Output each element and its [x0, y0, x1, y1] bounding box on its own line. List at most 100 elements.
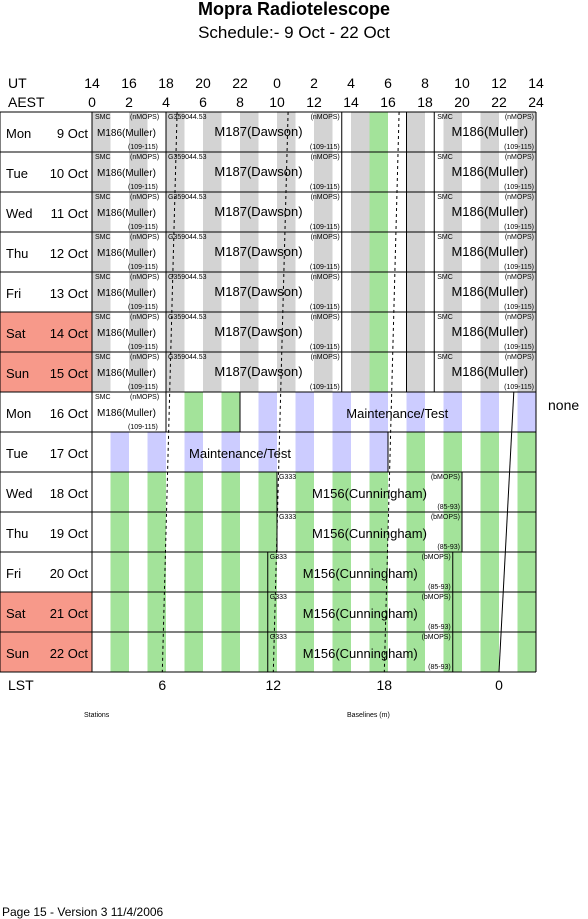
stripe-grey: [240, 152, 259, 192]
stripe-grey: [203, 112, 222, 152]
day-date: 12 Oct: [50, 246, 89, 261]
stripe-green: [517, 632, 536, 672]
stripe-green: [480, 472, 499, 512]
nmops-label: (nMOPS): [505, 354, 534, 361]
ut-tick: 2: [310, 75, 318, 91]
aest-tick: 10: [269, 94, 285, 110]
m186-block: M186(Muller): [97, 208, 156, 219]
stripe-grey: [351, 112, 370, 152]
stripe-grey: [517, 232, 536, 272]
stripe-green: [184, 632, 203, 672]
bmops-label: (bMOPS): [422, 594, 451, 601]
stripe-green: [443, 472, 462, 512]
weekend-cell: [0, 592, 92, 632]
weekend-cell: [0, 352, 92, 392]
ut-label: UT: [8, 75, 27, 91]
stripe-green: [221, 632, 240, 672]
stripe-grey: [443, 112, 462, 152]
stripe-green: [221, 592, 240, 632]
nmops-label: (nMOPS): [130, 154, 159, 161]
stripe-grey: [480, 192, 499, 232]
stripe-green: [369, 472, 388, 512]
stripe-green: [332, 512, 351, 552]
stripe-grey: [277, 272, 296, 312]
g-source-label: G359044.53: [168, 314, 207, 321]
range-label: (109-115): [310, 384, 340, 391]
ut-tick: 8: [421, 75, 429, 91]
stripe-green: [480, 512, 499, 552]
stripe-green: [184, 512, 203, 552]
stripe-blue: [295, 432, 314, 472]
stripe-grey: [443, 272, 462, 312]
stripe-grey: [240, 192, 259, 232]
stripe-green: [147, 592, 166, 632]
range-label: (109-115): [504, 384, 534, 391]
nmops-label: (nMOPS): [130, 114, 159, 121]
nmops-label: (nMOPS): [505, 194, 534, 201]
m187-block: M187(Dawson): [214, 124, 302, 139]
m186-block: M186(Muller): [97, 128, 156, 139]
stripe-green: [443, 432, 462, 472]
stripe-green: [221, 552, 240, 592]
day-date: 19 Oct: [50, 526, 89, 541]
stripe-grey: [351, 352, 370, 392]
stripe-blue: [369, 392, 388, 432]
stripe-grey: [314, 192, 333, 232]
g-source-label: G359044.53: [168, 154, 207, 161]
m156-block: M156(Cunningham): [303, 646, 418, 661]
aest-tick: 20: [454, 94, 470, 110]
stripe-green: [295, 632, 314, 672]
stripe-blue: [221, 432, 240, 472]
aest-tick: 2: [125, 94, 133, 110]
stripe-grey: [351, 272, 370, 312]
stripe-grey: [314, 312, 333, 352]
day-name: Mon: [6, 406, 31, 421]
stripe-green: [258, 512, 277, 552]
stripe-grey: [277, 192, 296, 232]
day-date: 15 Oct: [50, 366, 89, 381]
bmops-label: (bMOPS): [431, 514, 460, 521]
stripe-grey: [351, 312, 370, 352]
stripe-green: [517, 432, 536, 472]
stripe-grey: [277, 352, 296, 392]
stripe-grey: [480, 272, 499, 312]
nmops-label: (nMOPS): [505, 154, 534, 161]
stripe-green: [147, 632, 166, 672]
day-name: Sat: [6, 606, 26, 621]
smc-label: SMC: [95, 154, 111, 161]
day-name: Fri: [6, 566, 21, 581]
stripe-grey: [166, 112, 185, 152]
stripe-grey: [406, 312, 425, 352]
stripe-green: [480, 552, 499, 592]
smc-label: SMC: [95, 274, 111, 281]
stripe-grey: [480, 312, 499, 352]
stripe-grey: [92, 312, 111, 352]
smc-label: SMC: [95, 114, 111, 121]
g-source-label: G359044.53: [168, 194, 207, 201]
none-label: none: [548, 397, 579, 413]
stripe-grey: [203, 192, 222, 232]
day-date: 10 Oct: [50, 166, 89, 181]
page-subtitle: Schedule:- 9 Oct - 22 Oct: [198, 23, 390, 42]
day-date: 18 Oct: [50, 486, 89, 501]
stripe-grey: [480, 352, 499, 392]
stripe-blue: [258, 392, 277, 432]
stripe-grey: [443, 312, 462, 352]
range-label: (109-115): [310, 304, 340, 311]
m187-block: M187(Dawson): [214, 204, 302, 219]
nmops-label: (nMOPS): [311, 354, 340, 361]
ut-tick: 18: [158, 75, 174, 91]
day-name: Mon: [6, 126, 31, 141]
nmops-label: (nMOPS): [311, 154, 340, 161]
stripe-blue: [406, 392, 425, 432]
stripe-green: [369, 232, 388, 272]
stripe-green: [369, 192, 388, 232]
stripe-green: [406, 592, 425, 632]
smc-label: SMC: [437, 234, 453, 241]
stripe-grey: [240, 352, 259, 392]
aest-tick: 24: [528, 94, 544, 110]
m186-block: M186(Muller): [97, 408, 156, 419]
stripe-grey: [203, 312, 222, 352]
aest-tick: 0: [88, 94, 96, 110]
stripe-grey: [517, 192, 536, 232]
